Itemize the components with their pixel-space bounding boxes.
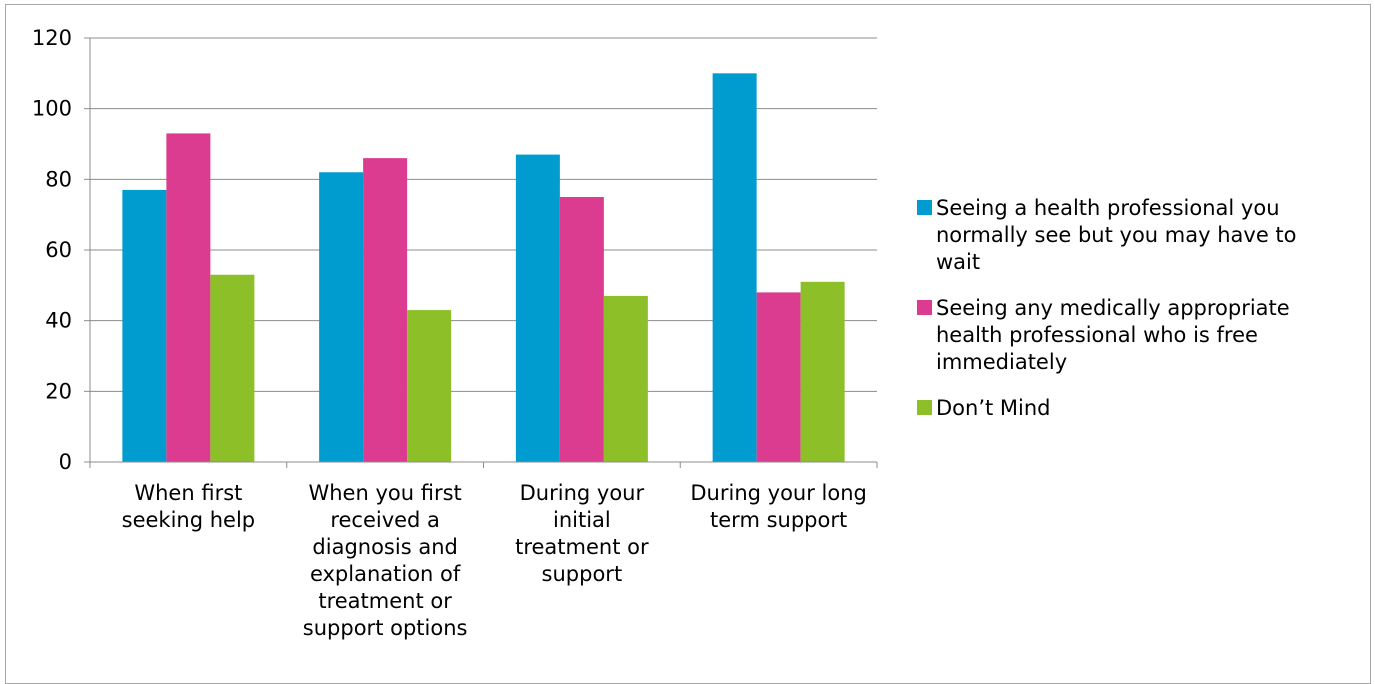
- x-category-label-line: received a: [330, 508, 440, 532]
- x-category-label-line: support options: [303, 616, 468, 640]
- bar: [800, 281, 845, 462]
- x-category-label-line: treatment or: [318, 589, 452, 613]
- x-category-label: When first seeking help: [122, 481, 256, 532]
- legend-swatch: [917, 200, 932, 215]
- x-category-label-line: When you first: [308, 481, 461, 505]
- y-tick-label: 0: [59, 450, 72, 474]
- y-tick-label: 80: [45, 167, 72, 191]
- x-category-label-line: explanation of: [310, 562, 461, 586]
- bars: [122, 73, 845, 462]
- x-category-label-line: During your: [520, 481, 645, 505]
- x-category-label-line: When first: [134, 481, 242, 505]
- x-category-label: When you first received a diagnosis and exp…: [303, 481, 468, 640]
- x-category-label: During your initial treatment or support: [515, 481, 649, 586]
- legend: Seeing a health professional you normally…: [917, 196, 1297, 420]
- x-category-label-line: support: [542, 562, 623, 586]
- legend-label-line: health professional who is free: [936, 323, 1258, 347]
- legend-label-line: immediately: [936, 350, 1067, 374]
- legend-label: Don’t Mind: [936, 396, 1051, 420]
- x-category-label-line: initial: [553, 508, 611, 532]
- bar: [407, 310, 452, 462]
- bar: [363, 158, 408, 462]
- bar: [515, 154, 560, 462]
- bar: [603, 295, 648, 462]
- bar: [712, 73, 757, 462]
- x-axis-labels: When first seeking help When you first rece…: [122, 481, 867, 640]
- bar: [166, 133, 211, 462]
- legend-label-line: normally see but you may have to: [936, 223, 1297, 247]
- legend-swatch: [917, 300, 932, 315]
- x-category-label-line: During your long: [690, 481, 866, 505]
- legend-label-line: Seeing a health professional you: [936, 196, 1280, 220]
- y-tick-label: 60: [45, 238, 72, 262]
- axes: [84, 37, 878, 468]
- y-tick-label: 40: [45, 309, 72, 333]
- bar: [756, 292, 801, 462]
- y-tick-label: 100: [32, 97, 72, 121]
- legend-label: Seeing any medically appropriate health p…: [936, 296, 1290, 374]
- y-tick-label: 20: [45, 379, 72, 403]
- bar: [210, 274, 255, 462]
- bar: [122, 189, 167, 462]
- y-axis-ticks: 0 20 40 60 80 100 120: [32, 26, 72, 474]
- bar: [319, 172, 364, 462]
- legend-swatch: [917, 400, 932, 415]
- x-category-label-line: seeking help: [122, 508, 256, 532]
- legend-label-line: Don’t Mind: [936, 396, 1051, 420]
- x-category-label-line: diagnosis and: [312, 535, 457, 559]
- bar: [559, 197, 604, 462]
- legend-label-line: Seeing any medically appropriate: [936, 296, 1290, 320]
- x-category-label-line: term support: [710, 508, 847, 532]
- y-tick-label: 120: [32, 26, 72, 50]
- legend-label: Seeing a health professional you normally…: [936, 196, 1297, 274]
- legend-label-line: wait: [936, 250, 980, 274]
- x-category-label-line: treatment or: [515, 535, 649, 559]
- x-category-label: During your long term support: [690, 481, 866, 532]
